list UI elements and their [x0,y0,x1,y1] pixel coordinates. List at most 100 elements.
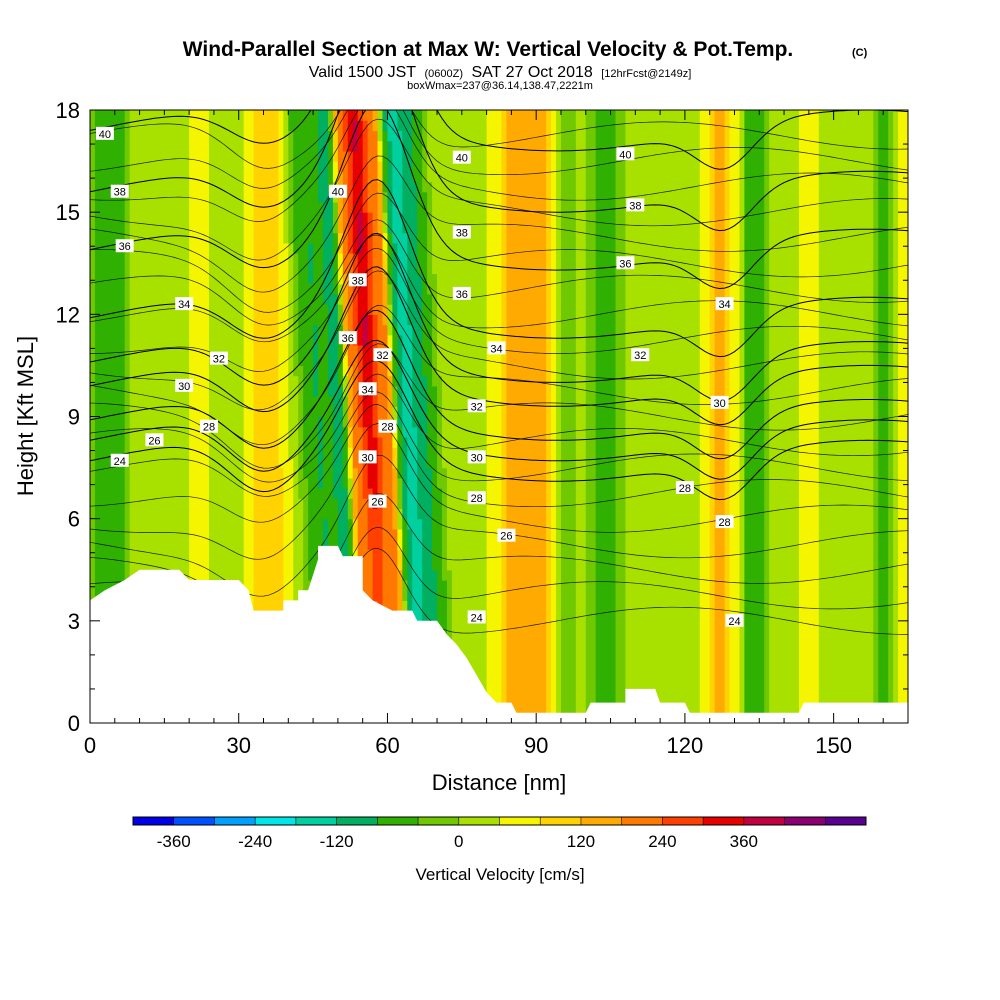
contour-label-text: 34 [178,299,190,311]
velocity-cell [640,110,646,723]
velocity-cell [149,110,156,723]
contour-label-text: 38 [114,187,126,199]
velocity-cell [347,253,354,367]
contour-label-text: 26 [500,531,512,543]
y-axis-label: Height [Kft MSL] [13,336,38,496]
contour-label-text: 30 [178,381,190,393]
subtitle: Valid 1500 JST (0600Z) SAT 27 Oct 2018 [… [309,64,692,81]
colorbar-swatch [336,817,378,825]
contour-label-bg [675,481,694,495]
terrain [90,545,908,723]
theta-contour-minor [90,155,908,293]
colorbar-tick-label: 0 [454,832,463,851]
contour-label-bg [358,450,377,464]
velocity-cell [590,110,597,723]
velocity-cell [689,110,696,723]
theta-contour-minor [90,270,908,411]
colorbar-swatch [458,817,500,825]
contour-label: 30 [467,450,486,464]
velocity-cell [417,110,423,275]
velocity-cell [223,110,230,723]
colorbar-swatch [133,817,175,825]
velocity-cell [402,579,408,601]
velocity-cell [531,110,537,723]
contour-label-text: 36 [619,258,631,270]
velocity-cell [387,334,394,356]
contour-label-text: 30 [361,452,373,464]
velocity-cell [337,253,344,285]
velocity-cell [392,426,398,448]
velocity-cell [382,212,389,234]
velocity-cell [332,293,339,499]
velocity-cell [565,110,572,723]
colorbar-swatch [825,817,867,825]
velocity-cell [357,110,364,121]
velocity-cell [719,110,726,723]
velocity-cell [313,324,319,397]
velocity-cell [357,120,364,213]
contour-label: 30 [175,378,194,393]
velocity-cell [843,110,850,723]
contour-label: 38 [626,198,645,212]
contour-label-bg [497,528,516,542]
velocity-cell [288,110,294,132]
colorbar-swatch [295,817,338,825]
y-tick-label: 3 [68,609,80,634]
velocity-cell [367,314,374,489]
colorbar-swatch [580,817,623,825]
velocity-cell [828,110,835,723]
velocity-cell [382,130,389,193]
velocity-cell [397,110,403,132]
subtitle-forecast: [12hrFcst@2149z] [601,68,691,80]
velocity-cell [342,273,349,336]
contour-label-text: 40 [332,187,344,199]
velocity-cell [789,110,795,723]
theta-contour-minor [90,391,908,497]
theta-contour-minor [90,110,908,222]
velocity-cell [303,477,309,612]
velocity-cell [724,110,731,723]
contour-label-text: 32 [471,401,483,413]
velocity-cell [169,110,175,723]
velocity-cell [189,110,195,723]
velocity-cell [248,110,255,723]
theta-contour-minor [90,192,908,313]
velocity-cell [446,569,453,683]
contour-label: 34 [715,297,734,311]
x-tick-label: 90 [524,733,548,758]
contour-labels: 40 38 36 34 32 30 28 26 24 40 38 36 32 34 28 30 26 40 38 36… [95,126,744,628]
velocity-cell [461,110,468,723]
velocity-cell [278,467,284,723]
velocity-cell [313,396,319,673]
contour-label: 24 [110,453,129,468]
velocity-cell [372,436,379,510]
y-tick-label: 9 [68,405,80,430]
contour-label-bg [467,491,486,505]
contour-label-bg [110,453,129,467]
velocity-cell [347,518,354,581]
velocity-cell [313,110,319,326]
velocity-cell [575,110,582,723]
colorbar-ticks: -360 -240 -120 0 120 240 360 [157,832,758,851]
velocity-cell [139,110,146,723]
velocity-cell [293,110,299,254]
velocity-cell [362,110,369,121]
contour-label: 26 [368,494,387,509]
contour-label-text: 24 [728,616,740,628]
colorbar-swatch [173,817,215,825]
x-axis-label: Distance [nm] [432,770,567,795]
contour-label-bg [452,225,471,239]
theta-contours [90,110,908,653]
velocity-cell [288,457,294,723]
velocity-cell [382,273,389,326]
velocity-cell [630,110,636,723]
velocity-cell [303,110,309,479]
contour-label: 26 [145,433,164,447]
velocity-cell [471,110,478,723]
velocity-cell [501,110,508,723]
velocity-cell [422,191,428,377]
contour-label-bg [95,126,114,140]
contour-label-bg [467,450,486,464]
velocity-cell [213,110,220,723]
